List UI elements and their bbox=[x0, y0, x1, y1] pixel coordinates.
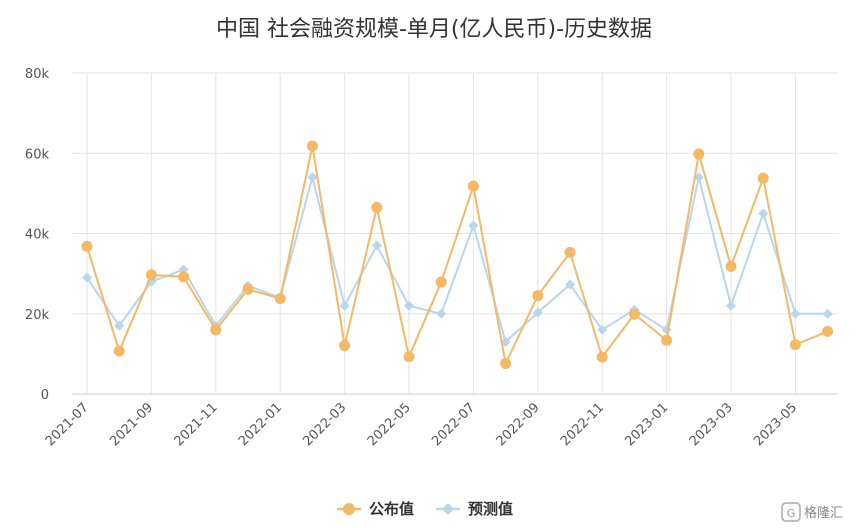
y-tick-label: 40k bbox=[25, 228, 50, 243]
data-point[interactable] bbox=[564, 246, 576, 258]
data-point[interactable] bbox=[822, 308, 833, 319]
x-tick-label: 2022-09 bbox=[494, 400, 543, 449]
legend-item-forecast[interactable]: 预测值 bbox=[436, 500, 513, 518]
y-tick-label: 80k bbox=[25, 67, 50, 82]
x-tick-label: 2021-07 bbox=[43, 400, 92, 449]
x-tick-label: 2023-05 bbox=[751, 400, 800, 449]
watermark: G 格隆汇 bbox=[781, 502, 843, 522]
data-point[interactable] bbox=[307, 172, 318, 183]
data-point[interactable] bbox=[693, 148, 705, 160]
data-point[interactable] bbox=[403, 351, 415, 363]
series-line bbox=[86, 176, 828, 343]
data-point[interactable] bbox=[661, 324, 672, 335]
x-tick-label: 2021-11 bbox=[172, 400, 221, 449]
legend[interactable]: 公布值 预测值 bbox=[337, 500, 513, 518]
x-tick-label: 2022-01 bbox=[236, 400, 285, 449]
data-point[interactable] bbox=[306, 140, 318, 152]
y-tick-label: 60k bbox=[25, 147, 50, 162]
data-point[interactable] bbox=[725, 260, 737, 272]
data-point[interactable] bbox=[210, 324, 222, 336]
watermark-text: 格隆汇 bbox=[804, 505, 843, 521]
series-actual bbox=[81, 140, 834, 370]
data-point[interactable] bbox=[597, 324, 608, 335]
data-point[interactable] bbox=[81, 240, 93, 252]
series-forecast bbox=[82, 172, 833, 347]
legend-item-actual[interactable]: 公布值 bbox=[337, 500, 414, 518]
x-tick-label: 2022-03 bbox=[300, 400, 349, 449]
data-point[interactable] bbox=[790, 308, 801, 319]
series-layer bbox=[81, 140, 834, 370]
x-tick-label: 2022-11 bbox=[558, 400, 607, 449]
data-point[interactable] bbox=[789, 339, 801, 351]
data-point[interactable] bbox=[726, 300, 736, 311]
data-point[interactable] bbox=[404, 300, 414, 311]
data-point[interactable] bbox=[468, 220, 479, 231]
x-tick-label: 2022-05 bbox=[365, 400, 414, 449]
data-point[interactable] bbox=[435, 276, 447, 288]
data-point[interactable] bbox=[113, 345, 125, 357]
grid bbox=[72, 72, 838, 395]
data-point[interactable] bbox=[339, 300, 350, 311]
y-tick-label: 0 bbox=[41, 388, 49, 403]
legend-label: 公布值 bbox=[369, 500, 414, 518]
data-point[interactable] bbox=[596, 351, 608, 363]
data-point[interactable] bbox=[532, 307, 543, 318]
x-axis-ticks: 2021-07 2021-09 2021-11 2022-01 2022-03 2022-… bbox=[43, 400, 800, 449]
y-axis-ticks: 0 20k 40k 60k 80k bbox=[25, 67, 50, 403]
x-tick-label: 2023-03 bbox=[687, 400, 736, 449]
data-point[interactable] bbox=[145, 269, 157, 281]
x-tick-label: 2023-01 bbox=[622, 400, 671, 449]
data-point[interactable] bbox=[371, 201, 383, 213]
legend-label: 预测值 bbox=[468, 500, 513, 518]
data-point[interactable] bbox=[242, 283, 254, 295]
gelonghui-logo-glyph: G bbox=[787, 507, 796, 520]
legend-marker bbox=[343, 503, 355, 515]
data-point[interactable] bbox=[467, 180, 479, 192]
data-point[interactable] bbox=[82, 272, 92, 283]
gelonghui-logo-icon bbox=[781, 502, 801, 522]
chart-title: 中国 社会融资规模-单月(亿人民币)-历史数据 bbox=[216, 17, 652, 42]
data-point[interactable] bbox=[339, 339, 351, 351]
data-point[interactable] bbox=[757, 172, 769, 184]
data-point[interactable] bbox=[532, 290, 544, 302]
data-point[interactable] bbox=[822, 325, 834, 337]
data-point[interactable] bbox=[661, 334, 673, 346]
data-point[interactable] bbox=[274, 293, 286, 305]
x-tick-label: 2022-07 bbox=[429, 400, 478, 449]
legend-marker bbox=[442, 503, 454, 515]
series-line bbox=[86, 145, 828, 365]
x-tick-label: 2021-09 bbox=[107, 400, 156, 449]
data-point[interactable] bbox=[565, 279, 575, 290]
data-point[interactable] bbox=[371, 240, 382, 251]
y-tick-label: 20k bbox=[25, 308, 50, 323]
data-point[interactable] bbox=[628, 308, 640, 320]
data-point[interactable] bbox=[693, 172, 704, 183]
data-point[interactable] bbox=[436, 308, 447, 319]
data-point[interactable] bbox=[758, 208, 769, 219]
data-point[interactable] bbox=[178, 271, 190, 283]
data-point[interactable] bbox=[114, 320, 125, 331]
data-point[interactable] bbox=[500, 358, 512, 370]
